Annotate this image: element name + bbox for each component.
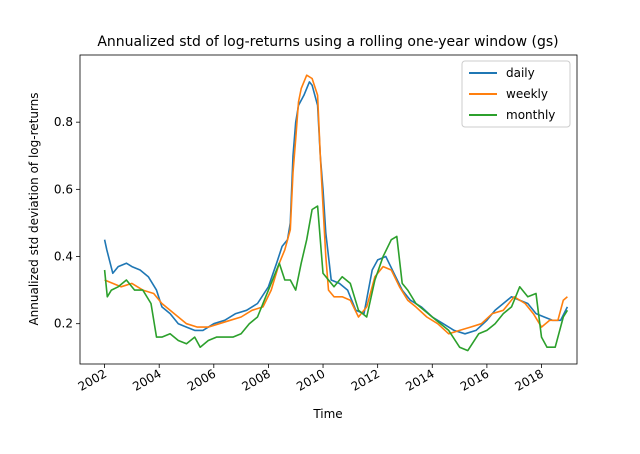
legend-label-daily: daily xyxy=(506,66,535,80)
y-tick-label: 0.2 xyxy=(54,317,73,331)
legend-box xyxy=(461,60,571,128)
y-axis: 0.2 0.4 0.6 0.8 xyxy=(54,115,80,331)
series-line-weekly xyxy=(104,74,568,335)
legend: daily weekly monthly xyxy=(461,60,571,128)
plot-frame xyxy=(79,54,578,365)
y-axis-title: Annualized std deviation of log-returns xyxy=(27,92,41,325)
y-tick-label: 0.8 xyxy=(54,115,73,129)
series-line-monthly xyxy=(103,205,569,352)
x-axis-title: Time xyxy=(312,407,342,421)
y-tick-label: 0.4 xyxy=(54,250,73,264)
legend-label-weekly: weekly xyxy=(506,87,548,101)
legend-label-monthly: monthly xyxy=(506,108,555,122)
y-tick-label: 0.6 xyxy=(54,182,73,196)
chart-title: Annualized std of log-returns using a ro… xyxy=(97,34,558,50)
series-layer xyxy=(103,74,569,352)
